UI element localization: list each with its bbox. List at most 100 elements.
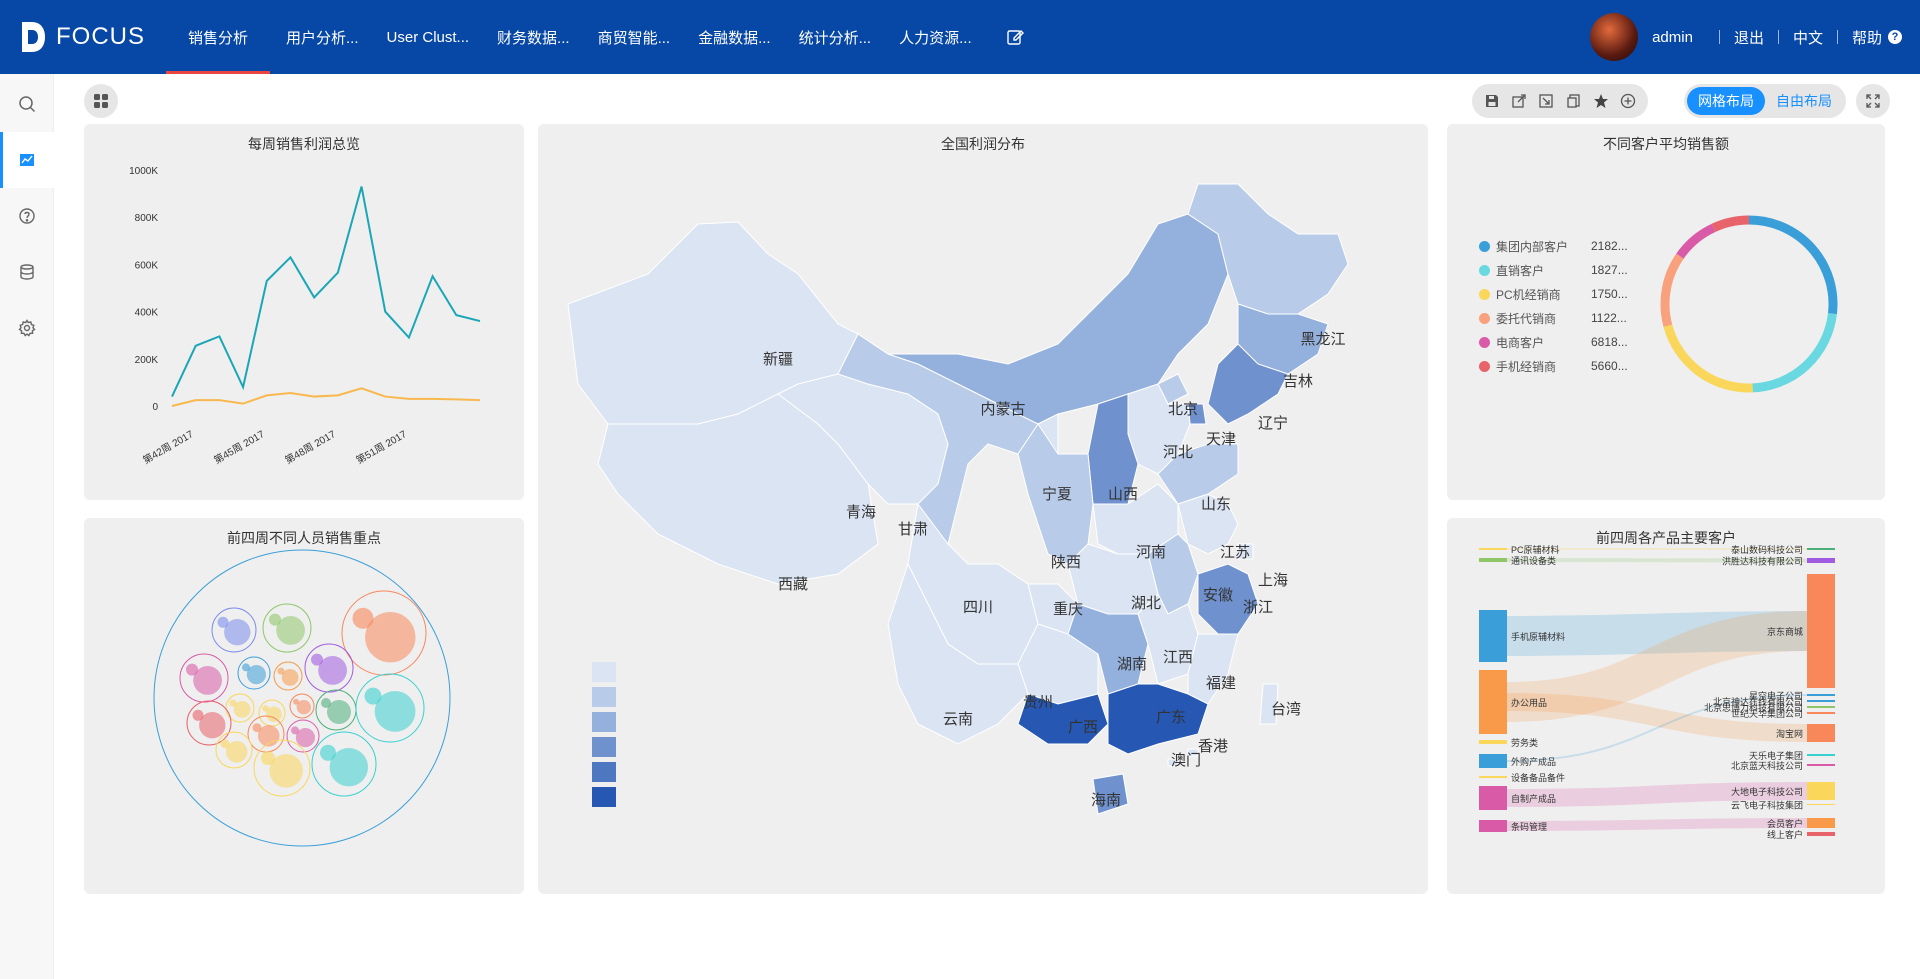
bubble[interactable]	[374, 691, 416, 732]
bubble-group[interactable]	[258, 699, 286, 727]
province-region[interactable]	[1197, 563, 1259, 635]
bubble-group[interactable]	[247, 715, 285, 753]
legend-swatch[interactable]	[592, 712, 616, 732]
province-region[interactable]	[1017, 693, 1109, 745]
province-region[interactable]	[1187, 748, 1199, 757]
sankey-target-node[interactable]	[1807, 558, 1835, 563]
bubble-group[interactable]	[286, 719, 320, 753]
bubble[interactable]	[269, 754, 303, 788]
database-icon[interactable]	[0, 244, 54, 300]
province-region[interactable]	[1187, 633, 1239, 705]
bubble[interactable]	[293, 698, 299, 705]
sankey-link[interactable]	[1506, 611, 1808, 656]
donut-slice[interactable]	[1676, 223, 1716, 259]
legend-swatch[interactable]	[592, 687, 616, 707]
add-circle-icon[interactable]	[1618, 91, 1638, 111]
sankey-target-node[interactable]	[1807, 694, 1835, 696]
bubble-group[interactable]	[215, 731, 253, 769]
sankey-source-node[interactable]	[1479, 610, 1507, 662]
sankey-link[interactable]	[1506, 611, 1808, 722]
tab-3[interactable]: User Clust...	[386, 28, 470, 46]
bubble[interactable]	[193, 666, 222, 695]
bubble-group[interactable]	[273, 661, 303, 691]
bubble-group[interactable]	[211, 607, 257, 653]
province-region[interactable]	[1237, 543, 1254, 560]
bubble[interactable]	[295, 728, 315, 748]
bubble[interactable]	[261, 751, 275, 766]
tab-2[interactable]: 用户分析...	[286, 29, 359, 47]
bubble-group[interactable]	[253, 739, 311, 797]
bubble[interactable]	[311, 653, 323, 666]
sankey-target-node[interactable]	[1807, 700, 1835, 702]
donut-slice[interactable]	[1711, 215, 1750, 233]
search-icon[interactable]	[0, 76, 54, 132]
province-region[interactable]	[597, 393, 879, 585]
bubble-group[interactable]	[262, 603, 312, 653]
sankey-target-node[interactable]	[1807, 574, 1835, 688]
apps-grid-button[interactable]	[84, 84, 118, 118]
sankey-source-node[interactable]	[1479, 776, 1507, 778]
bubble[interactable]	[252, 723, 262, 733]
bubble[interactable]	[224, 619, 251, 646]
legend-swatch[interactable]	[592, 662, 616, 682]
bubble[interactable]	[281, 669, 299, 686]
bubble[interactable]	[276, 616, 305, 645]
bubble-group[interactable]	[179, 653, 229, 703]
tab-4[interactable]: 财务数据...	[497, 29, 570, 47]
export-icon[interactable]	[1536, 91, 1556, 111]
sankey-target-node[interactable]	[1807, 706, 1835, 708]
map-color-legend[interactable]	[592, 662, 616, 812]
sankey-target-node[interactable]	[1807, 754, 1835, 756]
grid-layout-button[interactable]: 网格布局	[1687, 87, 1765, 115]
sankey-target-node[interactable]	[1807, 804, 1835, 805]
sankey-source-node[interactable]	[1479, 558, 1507, 562]
bubble[interactable]	[199, 712, 226, 739]
language-switch[interactable]: 中文	[1792, 29, 1823, 47]
bubble[interactable]	[320, 744, 336, 761]
sankey-target-node[interactable]	[1807, 724, 1835, 742]
sankey-source-node[interactable]	[1479, 740, 1507, 744]
help-circle-icon[interactable]	[0, 188, 54, 244]
bubble[interactable]	[233, 701, 251, 718]
avatar[interactable]	[1590, 13, 1639, 61]
dashboard-icon[interactable]	[0, 132, 54, 188]
customer-avg-sales-donut[interactable]	[1447, 124, 1885, 500]
bubble[interactable]	[365, 612, 416, 663]
bubble-group[interactable]	[186, 700, 232, 746]
province-region[interactable]	[1207, 343, 1289, 425]
bubble-group[interactable]	[304, 643, 354, 693]
bubble[interactable]	[225, 741, 248, 763]
help-link[interactable]: 帮助	[1851, 29, 1882, 47]
sankey-link[interactable]	[1506, 694, 1808, 762]
donut-slice[interactable]	[1663, 324, 1753, 393]
tab-8[interactable]: 人力资源...	[899, 29, 972, 47]
bubble[interactable]	[217, 616, 229, 628]
sankey-target-node[interactable]	[1807, 712, 1835, 714]
product-customer-sankey[interactable]: PC原辅材料通讯设备类手机原辅材料办公用品劳务类外购产成品设备备品备件自制产成品…	[1447, 518, 1885, 894]
sankey-target-node[interactable]	[1807, 818, 1835, 828]
sankey-source-node[interactable]	[1479, 786, 1507, 810]
sankey-target-node[interactable]	[1807, 764, 1835, 766]
bubble[interactable]	[266, 706, 282, 723]
sankey-source-node[interactable]	[1479, 548, 1507, 550]
save-icon[interactable]	[1482, 91, 1502, 111]
share-icon[interactable]	[1509, 91, 1529, 111]
star-icon[interactable]	[1591, 91, 1611, 111]
bubble[interactable]	[277, 667, 285, 675]
bubble-group[interactable]	[225, 693, 255, 723]
bubble[interactable]	[192, 709, 204, 721]
sankey-link[interactable]	[1506, 558, 1808, 563]
weekly-profit-line-chart[interactable]: 0 200K 400K 600K 800K 1000K 第42周 2017 第45周 2017…	[84, 124, 524, 500]
legend-swatch[interactable]	[592, 762, 616, 782]
sankey-link[interactable]	[1506, 782, 1808, 807]
province-region[interactable]	[887, 562, 1029, 745]
donut-slice[interactable]	[1660, 253, 1684, 327]
bubble-group[interactable]	[311, 731, 377, 797]
free-layout-button[interactable]: 自由布局	[1776, 93, 1832, 109]
legend-item[interactable]: 电商客户 6818...	[1479, 330, 1641, 354]
settings-gear-icon[interactable]	[0, 300, 54, 356]
legend-item[interactable]: PC机经销商 1750...	[1479, 282, 1641, 306]
tab-6[interactable]: 金融数据...	[698, 29, 771, 47]
username[interactable]: admin	[1652, 28, 1693, 46]
